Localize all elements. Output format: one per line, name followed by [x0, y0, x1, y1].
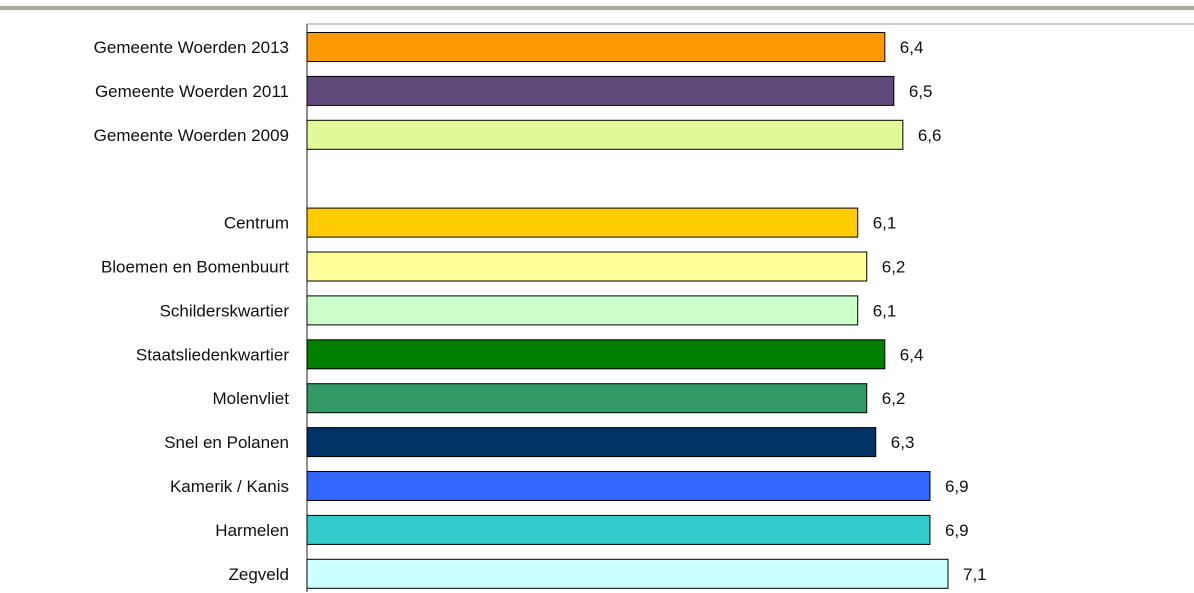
bar-gemeente-woerden-2009 [306, 119, 904, 150]
category-label-snel-en-polanen: Snel en Polanen [164, 433, 289, 452]
value-label-bloemen-en-bomenbuurt: 6,2 [882, 258, 906, 277]
category-label-schilderskwartier: Schilderskwartier [160, 301, 290, 320]
bar-centrum [306, 207, 859, 238]
bar-gemeente-woerden-2011 [306, 75, 895, 106]
top-rule [0, 6, 1194, 10]
category-label-molenvliet: Molenvliet [212, 389, 289, 408]
category-label-gemeente-woerden-2009: Gemeente Woerden 2009 [94, 126, 289, 145]
category-label-harmelen: Harmelen [215, 521, 289, 540]
category-label-centrum: Centrum [224, 214, 289, 233]
value-label-zegveld: 7,1 [963, 565, 987, 584]
value-label-molenvliet: 6,2 [882, 389, 906, 408]
bar-staatsliedenkwartier [306, 339, 886, 370]
value-label-centrum: 6,1 [873, 214, 897, 233]
value-label-snel-en-polanen: 6,3 [891, 433, 915, 452]
bar-zegveld [306, 558, 949, 589]
value-label-schilderskwartier: 6,1 [873, 301, 897, 320]
value-label-gemeente-woerden-2009: 6,6 [918, 126, 942, 145]
bar-kamerik-kanis [306, 471, 931, 501]
value-label-gemeente-woerden-2011: 6,5 [909, 82, 933, 101]
category-label-kamerik-kanis: Kamerik / Kanis [170, 477, 289, 496]
category-label-bloemen-en-bomenbuurt: Bloemen en Bomenbuurt [101, 258, 289, 277]
bar-gemeente-woerden-2013 [306, 32, 886, 62]
bar-harmelen [306, 514, 931, 545]
category-label-zegveld: Zegveld [229, 565, 289, 584]
category-label-gemeente-woerden-2013: Gemeente Woerden 2013 [94, 38, 289, 57]
bar-molenvliet [306, 383, 868, 414]
value-label-kamerik-kanis: 6,9 [945, 477, 969, 496]
bar-bloemen-en-bomenbuurt [306, 251, 868, 282]
value-label-harmelen: 6,9 [945, 521, 969, 540]
value-label-gemeente-woerden-2013: 6,4 [900, 38, 924, 57]
category-label-staatsliedenkwartier: Staatsliedenkwartier [136, 345, 289, 364]
bar-schilderskwartier [306, 295, 859, 326]
value-label-staatsliedenkwartier: 6,4 [900, 345, 924, 364]
category-label-gemeente-woerden-2011: Gemeente Woerden 2011 [95, 82, 289, 101]
bar-snel-en-polanen [306, 427, 877, 458]
